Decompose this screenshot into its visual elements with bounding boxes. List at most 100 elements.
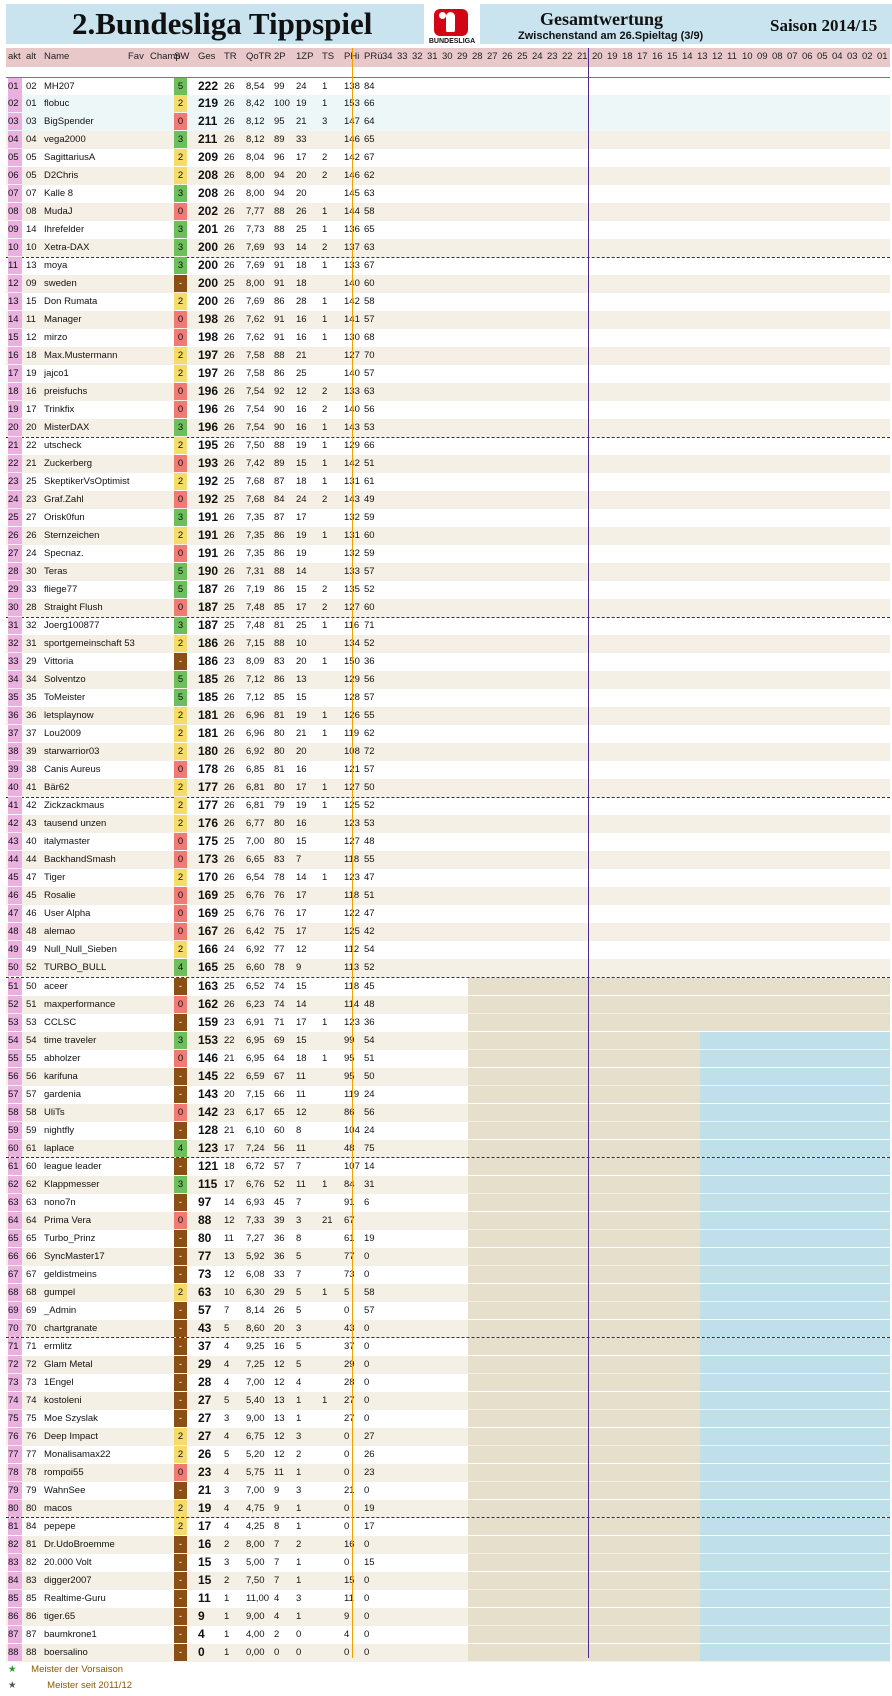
cell-alt: 07 <box>26 188 37 200</box>
cell-ges: 43 <box>198 1320 212 1335</box>
cell-phi: 118 <box>344 887 359 904</box>
cell-phi: 91 <box>344 1196 355 1208</box>
cell-tr: 11 <box>224 1232 234 1244</box>
cell-name: Moe Szyslak <box>44 1412 98 1424</box>
cell-alt: 28 <box>26 602 37 614</box>
cell-sw: 0 <box>174 401 187 419</box>
column-header-14: 14 <box>682 51 693 62</box>
cell-pru: 17 <box>364 1520 375 1532</box>
cell-akt: 09 <box>8 221 22 239</box>
cell-p2: 100 <box>274 98 290 109</box>
cell-sw: 5 <box>174 563 187 581</box>
cell-sw: 2 <box>174 527 187 545</box>
cell-akt: 16 <box>8 347 22 365</box>
cell-qotr: 8,09 <box>246 656 265 668</box>
table-row: 40 41 Bär62 2 177 26 6,81 80 17 1 127 50 <box>6 779 890 798</box>
star-green-icon: ★ <box>8 1664 17 1675</box>
cell-zp1: 0 <box>296 1646 302 1658</box>
cell-ges: 121 <box>198 1158 219 1173</box>
cell-sw: - <box>174 1643 187 1661</box>
cell-ges: 191 <box>198 528 219 543</box>
cell-zp1: 24 <box>296 494 307 506</box>
cell-ges: 17 <box>198 1518 212 1533</box>
cell-zp1: 14 <box>296 242 307 254</box>
cell-pru: 0 <box>364 1592 370 1604</box>
cell-name: fliege77 <box>44 584 78 596</box>
table-row: 06 05 D2Chris 2 208 26 8,00 94 20 2 146 62 <box>6 167 890 186</box>
cell-alt: 17 <box>26 404 37 416</box>
cell-sw: 3 <box>174 1031 187 1049</box>
cell-name: letsplaynow <box>44 710 94 722</box>
cell-pru: 56 <box>364 674 375 686</box>
cell-zp1: 19 <box>296 530 307 542</box>
cell-qotr: 7,69 <box>246 296 265 308</box>
matchday-results-area <box>468 78 890 95</box>
cell-tr: 1 <box>224 1610 230 1622</box>
cell-qotr: 7,35 <box>246 548 265 560</box>
cell-p2: 91 <box>274 314 285 326</box>
cell-akt: 80 <box>8 1499 22 1517</box>
table-row: 25 27 Orisk0fun 3 191 26 7,35 87 17 132 59 <box>6 509 890 527</box>
table-row: 67 67 geldistmeins -73 12 6,08 33 7 73 0 <box>6 1265 890 1284</box>
cell-p2: 88 <box>274 638 285 650</box>
cell-zp1: 20 <box>296 746 307 758</box>
cell-tr: 4 <box>224 1430 230 1442</box>
matchday-results-area <box>468 1643 890 1661</box>
cell-alt: 02 <box>26 81 37 92</box>
cell-sw: 4 <box>174 959 187 977</box>
cell-pru: 58 <box>364 206 375 218</box>
column-header-26: 26 <box>502 51 513 62</box>
column-header-2P: 2P <box>274 51 286 62</box>
table-row: 34 34 Solventzo 5 185 26 7,12 86 13 129 56 <box>6 671 890 690</box>
cell-name: MisterDAX <box>44 422 90 434</box>
matchday-results-area <box>468 761 890 778</box>
cell-qotr: 7,00 <box>246 1484 265 1496</box>
cell-qotr: 6,96 <box>246 728 265 740</box>
cell-sw: - <box>174 1589 187 1607</box>
legend-item-champion-since: ★ Meister seit 2011/12 <box>8 1680 133 1691</box>
cell-qotr: 8,12 <box>246 134 265 146</box>
cell-name: Dr.UdoBroemme <box>44 1538 115 1550</box>
cell-name: Manager <box>44 314 82 326</box>
cell-p2: 86 <box>274 548 285 560</box>
cell-name: Canis Aureus <box>44 764 101 776</box>
matchday-results-area <box>468 1175 890 1193</box>
cell-alt: 37 <box>26 728 37 740</box>
cell-alt: 51 <box>26 998 37 1010</box>
cell-phi: 136 <box>344 221 360 238</box>
cell-p2: 11 <box>274 1466 284 1478</box>
cell-ts: 2 <box>322 386 328 398</box>
cell-sw: 2 <box>174 167 187 185</box>
cell-akt: 63 <box>8 1193 22 1211</box>
cell-alt: 58 <box>26 1106 37 1118</box>
cell-zp1: 5 <box>296 1286 302 1298</box>
cell-phi: 125 <box>344 923 360 940</box>
cell-zp1: 20 <box>296 188 307 200</box>
cell-sw: - <box>174 1481 187 1499</box>
cell-alt: 45 <box>26 890 37 902</box>
cell-tr: 26 <box>224 764 235 776</box>
cell-p2: 86 <box>274 530 285 542</box>
cell-akt: 81 <box>8 1517 22 1535</box>
cell-name: TURBO_BULL <box>44 962 107 974</box>
cell-ges: 15 <box>198 1554 212 1569</box>
column-header-04: 04 <box>832 51 843 62</box>
cell-alt: 87 <box>26 1628 37 1640</box>
cell-sw: 3 <box>174 617 187 635</box>
cell-sw: 0 <box>174 761 187 779</box>
column-header-SW: SW <box>174 51 190 62</box>
cell-ges: 186 <box>198 636 219 651</box>
cell-akt: 20 <box>8 419 22 437</box>
cell-phi: 123 <box>344 815 360 832</box>
cell-akt: 28 <box>8 563 22 581</box>
cell-akt: 12 <box>8 275 22 293</box>
cell-p2: 90 <box>274 422 285 434</box>
cell-tr: 26 <box>224 638 235 650</box>
cell-phi: 140 <box>344 365 360 382</box>
table-row: 29 33 fliege77 5 187 26 7,19 86 15 2 135 52 <box>6 581 890 599</box>
cell-sw: - <box>174 977 187 995</box>
group-divider <box>6 1157 890 1159</box>
cell-ges: 175 <box>198 834 219 849</box>
cell-p2: 95 <box>274 116 285 128</box>
cell-name: boersalino <box>44 1646 88 1658</box>
